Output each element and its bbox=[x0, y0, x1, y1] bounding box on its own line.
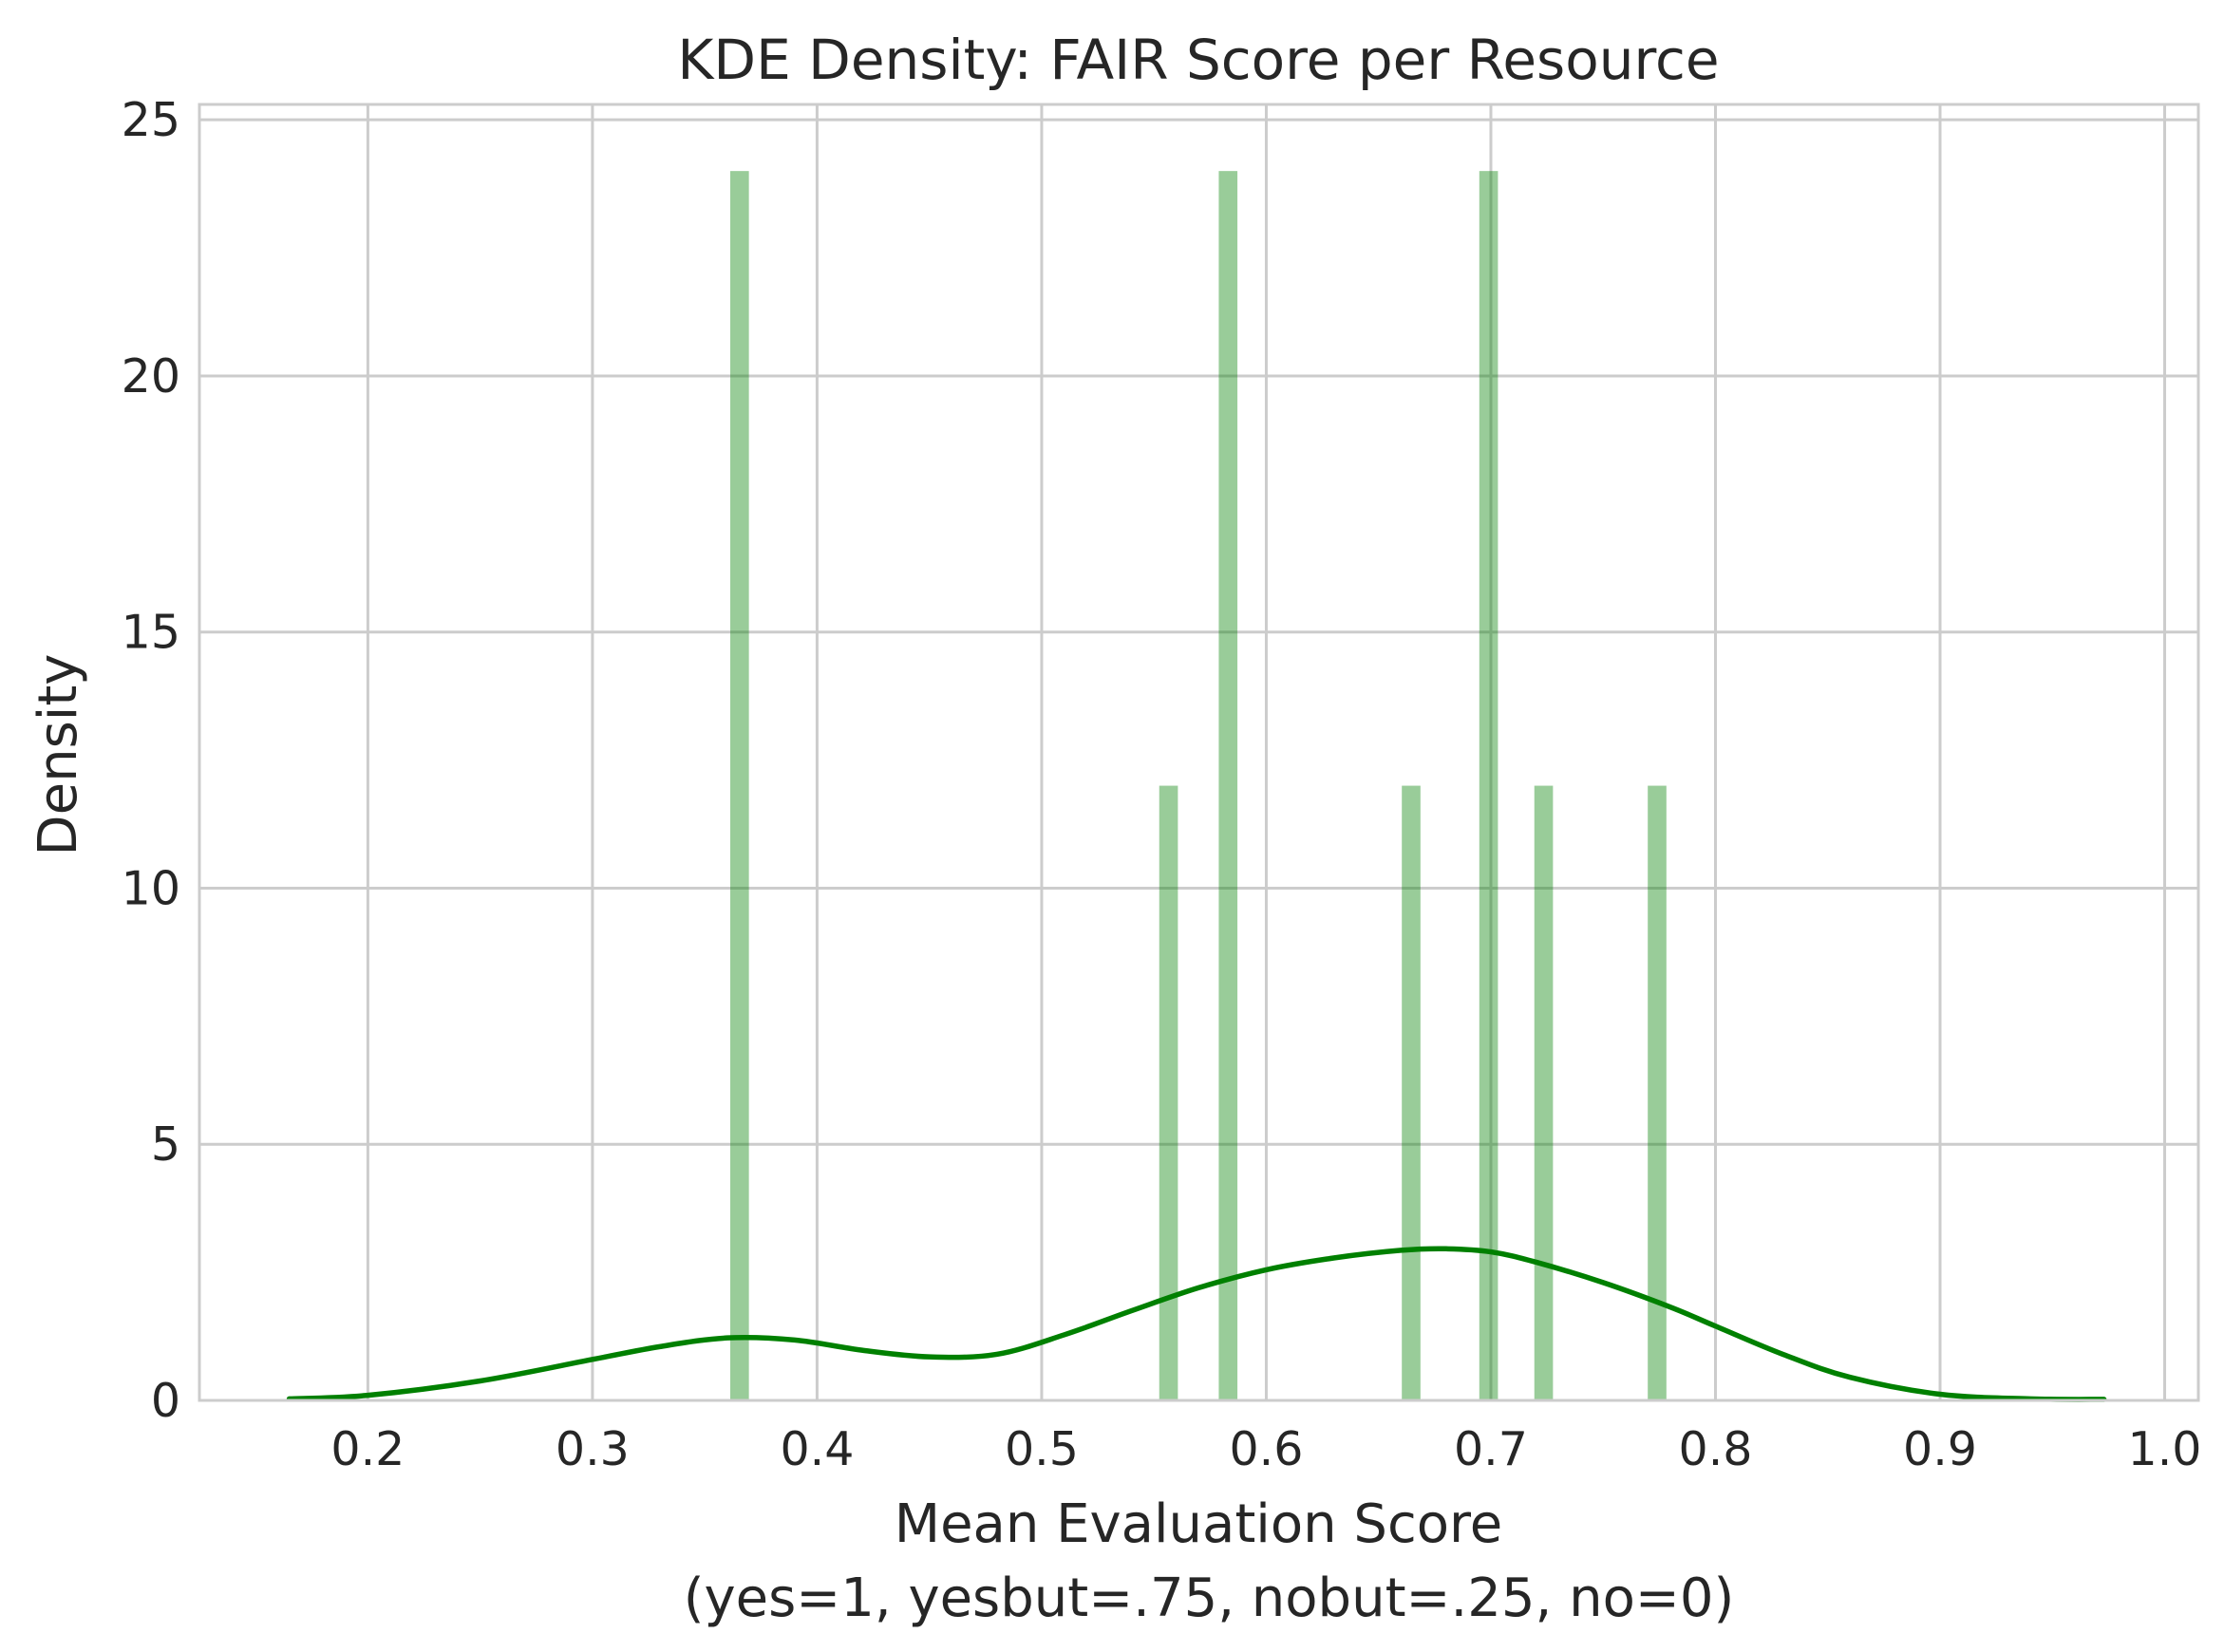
x-tick-label: 0.5 bbox=[1005, 1422, 1079, 1476]
histogram-bar bbox=[1479, 171, 1498, 1401]
x-axis-label-subtitle: (yes=1, yesbut=.75, nobut=.25, no=0) bbox=[684, 1568, 1735, 1629]
x-tick-label: 0.6 bbox=[1229, 1422, 1303, 1476]
x-tick-label: 0.3 bbox=[556, 1422, 630, 1476]
y-tick-label: 25 bbox=[122, 93, 180, 147]
x-tick-labels: 0.2 0.3 0.4 0.5 0.6 0.7 0.8 0.9 1.0 bbox=[330, 1422, 2201, 1476]
plot-frame bbox=[198, 103, 2200, 1402]
histogram-bar bbox=[730, 171, 749, 1401]
histogram-bar bbox=[1218, 171, 1238, 1401]
y-tick-label: 15 bbox=[122, 606, 180, 660]
x-tick-label: 0.7 bbox=[1454, 1422, 1528, 1476]
y-tick-labels: 0 5 10 15 20 25 bbox=[122, 93, 180, 1428]
histogram-bar bbox=[1534, 785, 1554, 1400]
x-tick-label: 0.4 bbox=[780, 1422, 854, 1476]
histogram-bars bbox=[730, 171, 1667, 1401]
y-tick-label: 0 bbox=[151, 1374, 180, 1428]
x-tick-label: 1.0 bbox=[2128, 1422, 2202, 1476]
histogram-bar bbox=[1402, 785, 1421, 1400]
x-tick-label: 0.9 bbox=[1903, 1422, 1977, 1476]
grid-lines bbox=[199, 104, 2198, 1402]
x-axis-label: Mean Evaluation Score bbox=[895, 1493, 1503, 1555]
histogram-bar bbox=[1648, 785, 1667, 1400]
x-tick-label: 0.8 bbox=[1679, 1422, 1753, 1476]
y-tick-label: 20 bbox=[122, 349, 180, 404]
y-tick-label: 10 bbox=[122, 861, 180, 915]
y-tick-label: 5 bbox=[151, 1117, 180, 1172]
histogram-bar bbox=[1159, 785, 1178, 1400]
y-axis-label: Density bbox=[28, 654, 89, 856]
x-tick-label: 0.2 bbox=[330, 1422, 405, 1476]
chart-title: KDE Density: FAIR Score per Resource bbox=[677, 28, 1719, 92]
kde-curve bbox=[286, 1246, 2107, 1402]
